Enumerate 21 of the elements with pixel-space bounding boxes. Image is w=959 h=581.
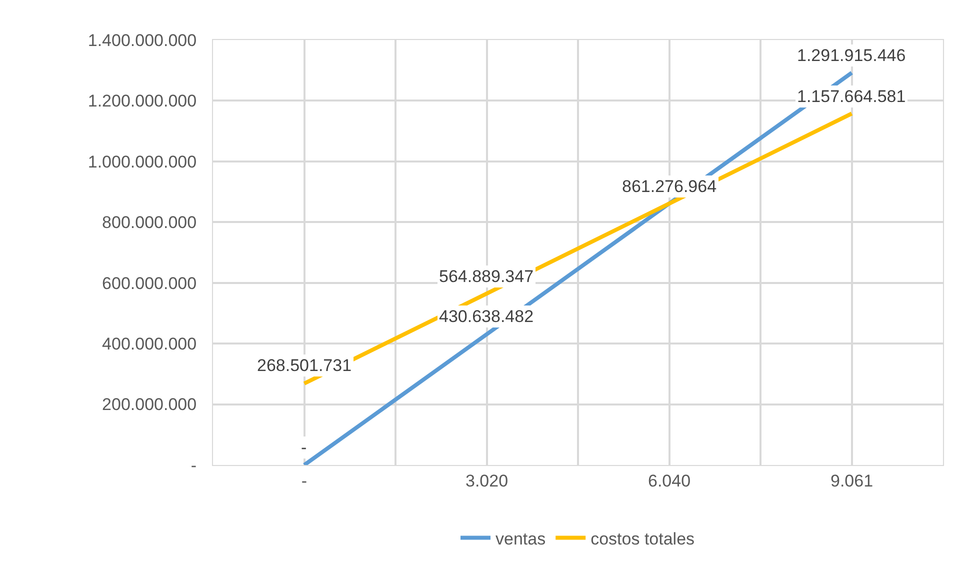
- y-tick-label: 400.000.000: [102, 334, 197, 354]
- y-tick-label: 600.000.000: [102, 274, 197, 293]
- y-tick-label: 1.000.000.000: [88, 152, 197, 172]
- data-label: 430.638.482: [439, 307, 534, 326]
- data-label: 1.157.664.581: [797, 87, 906, 106]
- x-tick-label: 6.040: [648, 471, 691, 490]
- legend-label: ventas: [496, 529, 546, 548]
- data-label: 564.889.347: [439, 267, 534, 286]
- data-label: 268.501.731: [257, 356, 352, 375]
- y-tick-label: 800.000.000: [102, 213, 197, 232]
- data-label: 1.291.915.446: [797, 46, 906, 65]
- data-label: 861.276.964: [622, 177, 717, 196]
- data-label: -: [301, 438, 307, 457]
- x-tick-label: 9.061: [830, 471, 874, 490]
- x-tick-label: -: [301, 471, 308, 490]
- y-tick-label: 200.000.000: [102, 395, 197, 414]
- y-tick-label: 1.400.000.000: [88, 30, 197, 50]
- x-tick-label: 3.020: [465, 471, 508, 490]
- legend-label: costos totales: [590, 529, 695, 548]
- y-tick-label: 1.200.000.000: [88, 92, 197, 111]
- y-tick-label: -: [190, 456, 197, 475]
